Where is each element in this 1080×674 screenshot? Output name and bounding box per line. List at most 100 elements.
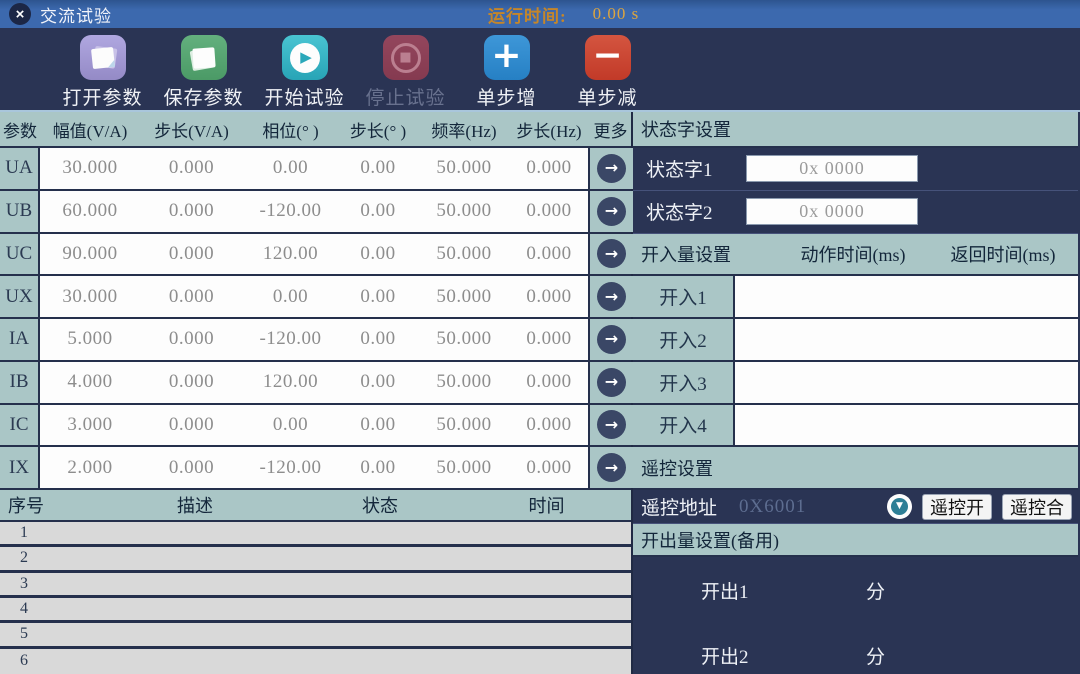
row-more-button[interactable]: →: [597, 153, 626, 183]
binary-output-area: 开出1 分 开出2 分: [633, 557, 1078, 673]
row-more-button[interactable]: →: [597, 282, 626, 312]
amplitude-cell[interactable]: 2.000: [67, 456, 113, 478]
frequency-cell[interactable]: 50.000: [436, 413, 492, 435]
phase-cell[interactable]: -120.00: [259, 200, 322, 222]
freq-step-cell[interactable]: 0.000: [526, 285, 572, 307]
frequency-cell[interactable]: 50.000: [436, 328, 492, 350]
frequency-cell[interactable]: 50.000: [436, 200, 492, 222]
freq-step-cell[interactable]: 0.000: [526, 242, 572, 264]
amp-step-cell[interactable]: 0.000: [168, 413, 215, 435]
phase-cell[interactable]: 0.00: [272, 157, 309, 179]
step-decrease-button[interactable]: − 单步减: [557, 28, 658, 110]
amplitude-cell[interactable]: 4.000: [67, 371, 113, 393]
freq-step-cell[interactable]: 0.000: [526, 157, 572, 179]
status-word-1-input[interactable]: [746, 155, 918, 183]
binary-input-row-3: 开入3: [633, 361, 1078, 405]
right-arrow-icon: →: [604, 414, 619, 434]
row-more-button[interactable]: →: [597, 453, 626, 483]
step-decrease-label: 单步减: [577, 88, 638, 109]
frequency-cell[interactable]: 50.000: [436, 242, 492, 264]
param-row-ia: IA 5.000 0.000 -120.00 0.00 50.000 0.000…: [0, 319, 633, 362]
remote-address-label: 遥控地址: [641, 498, 718, 519]
action-time-header: 动作时间(ms): [800, 244, 906, 265]
save-params-button[interactable]: 保存参数: [153, 28, 254, 110]
remote-address-row: 遥控地址 0X6001 ▼ 遥控开 遥控合: [633, 490, 1078, 524]
freq-step-cell[interactable]: 0.000: [526, 413, 572, 435]
row-more-button[interactable]: →: [597, 324, 626, 354]
binary-input-title: 开入量设置: [641, 244, 731, 265]
amp-step-cell[interactable]: 0.000: [168, 328, 215, 350]
phase-cell[interactable]: 0.00: [272, 413, 309, 435]
return-time-header: 返回时间(ms): [950, 244, 1056, 265]
param-name: IC: [0, 404, 40, 446]
param-row-uc: UC 90.000 0.000 120.00 0.00 50.000 0.000…: [0, 233, 633, 277]
param-row-ix: IX 2.000 0.000 -120.00 0.00 50.000 0.000…: [0, 447, 633, 490]
phase-step-cell[interactable]: 0.00: [360, 456, 396, 478]
binary-input-row-1: 开入1: [633, 276, 1078, 319]
amplitude-cell[interactable]: 5.000: [67, 328, 113, 350]
amplitude-cell[interactable]: 3.000: [67, 413, 113, 435]
stop-test-button[interactable]: ■ 停止试验: [355, 28, 456, 110]
phase-step-cell[interactable]: 0.00: [360, 200, 396, 222]
amp-step-cell[interactable]: 0.000: [168, 456, 215, 478]
phase-step-cell[interactable]: 0.00: [360, 157, 396, 179]
amp-step-cell[interactable]: 0.000: [168, 157, 215, 179]
freq-step-cell[interactable]: 0.000: [526, 200, 572, 222]
row-more-button[interactable]: →: [597, 239, 626, 269]
phase-step-cell[interactable]: 0.00: [360, 413, 396, 435]
binary-output-state: 分: [866, 582, 886, 603]
right-arrow-icon: →: [604, 201, 619, 221]
event-row: 1: [0, 522, 631, 548]
right-arrow-icon: →: [604, 329, 619, 349]
amplitude-cell[interactable]: 30.000: [62, 285, 118, 307]
right-arrow-icon: →: [604, 243, 619, 263]
amp-step-cell[interactable]: 0.000: [168, 242, 215, 264]
main-area: 参数 幅值(V/A) 步长(V/A) 相位(° ) 步长(° ) 频率(Hz) …: [0, 110, 1080, 674]
phase-step-cell[interactable]: 0.00: [360, 285, 396, 307]
frequency-cell[interactable]: 50.000: [436, 371, 492, 393]
param-table-header: 参数 幅值(V/A) 步长(V/A) 相位(° ) 步长(° ) 频率(Hz) …: [0, 112, 631, 148]
freq-step-cell[interactable]: 0.000: [526, 328, 572, 350]
remote-open-button[interactable]: 遥控开: [922, 493, 993, 520]
amplitude-cell[interactable]: 60.000: [62, 200, 118, 222]
freq-step-cell[interactable]: 0.000: [526, 371, 572, 393]
remote-address-value: 0X6001: [739, 495, 807, 517]
phase-cell[interactable]: -120.00: [259, 456, 322, 478]
event-index: 3: [20, 574, 28, 592]
phase-cell[interactable]: 120.00: [262, 242, 319, 264]
binary-input-value: [735, 362, 1078, 403]
phase-cell[interactable]: 0.00: [272, 285, 309, 307]
phase-cell[interactable]: 120.00: [262, 371, 319, 393]
runtime-display: 运行时间: 0.00 s: [488, 0, 639, 28]
amplitude-cell[interactable]: 30.000: [62, 157, 118, 179]
status-word-2-input[interactable]: [746, 198, 918, 226]
freq-step-cell[interactable]: 0.000: [526, 456, 572, 478]
remote-address-dropdown[interactable]: ▼: [887, 494, 913, 519]
phase-step-cell[interactable]: 0.00: [360, 242, 396, 264]
row-more-button[interactable]: →: [597, 367, 626, 397]
right-arrow-icon: →: [604, 372, 619, 392]
amplitude-cell[interactable]: 90.000: [62, 242, 118, 264]
amp-step-cell[interactable]: 0.000: [168, 200, 215, 222]
amp-step-cell[interactable]: 0.000: [168, 285, 215, 307]
open-params-button[interactable]: 打开参数: [52, 28, 153, 110]
phase-step-cell[interactable]: 0.00: [360, 328, 396, 350]
frequency-cell[interactable]: 50.000: [436, 285, 492, 307]
remote-close-button[interactable]: 遥控合: [1002, 493, 1073, 520]
row-more-button[interactable]: →: [597, 410, 626, 440]
left-panel: 参数 幅值(V/A) 步长(V/A) 相位(° ) 步长(° ) 频率(Hz) …: [0, 112, 633, 674]
stop-test-icon: ■: [382, 35, 429, 80]
right-arrow-icon: →: [604, 158, 619, 178]
window-title: 交流试验: [40, 6, 112, 26]
start-test-button[interactable]: ▶ 开始试验: [254, 28, 355, 110]
phase-step-cell[interactable]: 0.00: [360, 371, 396, 393]
close-button[interactable]: ×: [9, 3, 31, 25]
frequency-cell[interactable]: 50.000: [436, 157, 492, 179]
event-row: 6: [0, 648, 631, 674]
param-row-ua: UA 30.000 0.000 0.00 0.00 50.000 0.000 →: [0, 148, 633, 191]
step-increase-button[interactable]: + 单步增: [456, 28, 557, 110]
frequency-cell[interactable]: 50.000: [436, 456, 492, 478]
row-more-button[interactable]: →: [597, 196, 626, 226]
phase-cell[interactable]: -120.00: [259, 328, 322, 350]
amp-step-cell[interactable]: 0.000: [168, 371, 215, 393]
